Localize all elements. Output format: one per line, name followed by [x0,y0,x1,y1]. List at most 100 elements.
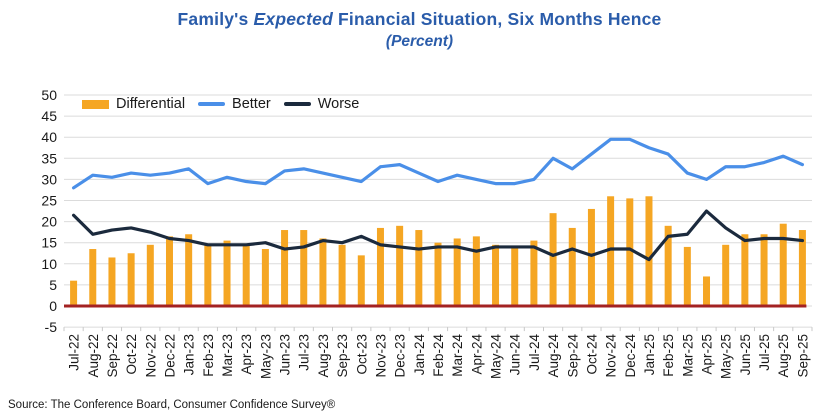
differential-swatch-icon [82,99,109,109]
x-tick-label: Jul-24 [527,334,542,371]
y-tick-label: 0 [49,298,57,314]
legend-item-better: Better [198,96,271,112]
bar-Jun-23 [281,230,289,306]
x-tick-label: Aug-22 [86,334,101,378]
x-tick-label: Mar-24 [450,334,465,377]
x-tick-label: Dec-24 [623,334,638,378]
y-tick-label: 20 [41,214,57,230]
bar-May-24 [492,244,500,306]
y-tick-label: 30 [41,171,57,187]
chart-title-part2: Expected [253,9,333,29]
x-tick-label: Apr-25 [700,334,715,375]
x-tick-label: Oct-22 [124,334,139,375]
y-tick-label: 5 [49,277,57,293]
source-note: Source: The Conference Board, Consumer C… [8,399,336,411]
legend-label-worse: Worse [317,96,360,112]
x-axis-ticks [63,327,813,332]
x-tick-label: Sep-24 [565,334,580,378]
y-tick-label: 15 [41,235,57,251]
bar-Mar-23 [223,240,231,306]
bar-Nov-24 [607,196,615,306]
bar-Jul-23 [300,230,308,306]
x-tick-label: Nov-24 [604,334,619,378]
x-tick-label: Jun-24 [508,334,523,376]
bar-Oct-24 [587,208,595,306]
x-tick-label: Sep-25 [795,334,810,378]
bar-Jun-24 [511,246,519,306]
differential-bars [70,196,806,306]
legend-label-better: Better [232,96,271,112]
x-tick-label: Sep-23 [335,334,350,378]
chart-title: Family's Expected Financial Situation, S… [0,9,839,30]
bar-Feb-24 [434,242,442,306]
chart-title-part1: Family's [177,9,254,29]
bar-Aug-24 [549,213,557,306]
bar-Feb-25 [664,225,672,306]
x-tick-label: May-24 [489,334,504,380]
x-tick-label: Aug-25 [776,334,791,378]
bar-Feb-23 [204,244,212,306]
y-tick-label: 10 [41,256,57,272]
legend-item-differential: Differential [82,96,185,112]
x-tick-label: Dec-22 [162,334,177,378]
x-tick-label: May-25 [719,334,734,379]
bar-Apr-24 [472,236,480,306]
bar-Sep-23 [338,244,346,306]
bar-Apr-25 [703,276,711,306]
bar-Sep-22 [108,257,116,306]
better-line [71,137,805,190]
x-tick-label: Apr-24 [469,334,484,375]
legend-label-differential: Differential [116,96,186,112]
x-tick-label: Feb-25 [661,334,676,377]
x-tick-label: Feb-24 [431,334,446,377]
x-tick-label: Mar-23 [220,334,235,377]
x-tick-label: Jan-24 [412,334,427,376]
bar-Mar-25 [683,246,691,306]
x-tick-label: Feb-23 [201,334,216,377]
x-tick-label: Nov-23 [373,334,388,378]
better-swatch-icon [198,102,226,106]
x-tick-label: Oct-23 [354,334,369,375]
y-tick-label: 50 [41,87,57,103]
x-tick-label: Aug-23 [316,334,331,378]
x-axis-labels: Jul-22 Aug-22 Sep-22 Oct-22 Nov-22 Dec-22 Jan-… [67,334,811,380]
bar-Jul-24 [530,240,538,306]
worse-line [71,209,805,262]
x-tick-label: Jun-23 [278,334,293,375]
x-tick-label: Aug-24 [546,334,561,378]
x-tick-label: Jul-25 [757,334,772,371]
y-tick-label: 40 [41,129,57,145]
bar-Nov-23 [376,227,384,306]
bar-Nov-22 [146,244,154,306]
x-tick-label: Mar-25 [680,334,695,377]
y-tick-label: 35 [41,150,57,166]
x-tick-label: Jan-23 [182,334,197,375]
bar-Oct-22 [127,253,135,306]
bar-Jun-25 [741,234,749,306]
bar-Jan-23 [185,234,193,306]
x-tick-label: Apr-23 [239,334,254,375]
bar-May-25 [722,244,730,306]
bar-Oct-23 [357,255,365,306]
x-tick-label: May-23 [258,334,273,379]
y-axis-labels: -5 0 5 10 15 20 25 30 35 40 45 50 [41,87,57,335]
y-tick-label: 25 [41,193,57,209]
x-tick-label: Jul-22 [67,334,82,371]
bar-Jan-24 [415,230,423,306]
chart-legend: Differential Better Worse [82,96,359,112]
x-tick-label: Sep-22 [105,334,120,378]
chart-subtitle: (Percent) [385,33,454,50]
x-tick-label: Jun-25 [738,334,753,375]
bar-Aug-25 [779,223,787,306]
bar-Jan-25 [645,196,653,306]
bar-Sep-24 [568,227,576,306]
bar-Apr-23 [242,244,250,306]
bar-Jul-22 [70,280,78,306]
bar-Sep-25 [798,230,806,306]
y-tick-label: -5 [45,319,58,335]
bar-Dec-22 [165,236,173,306]
worse-swatch-icon [283,102,311,106]
bar-Mar-24 [453,238,461,306]
